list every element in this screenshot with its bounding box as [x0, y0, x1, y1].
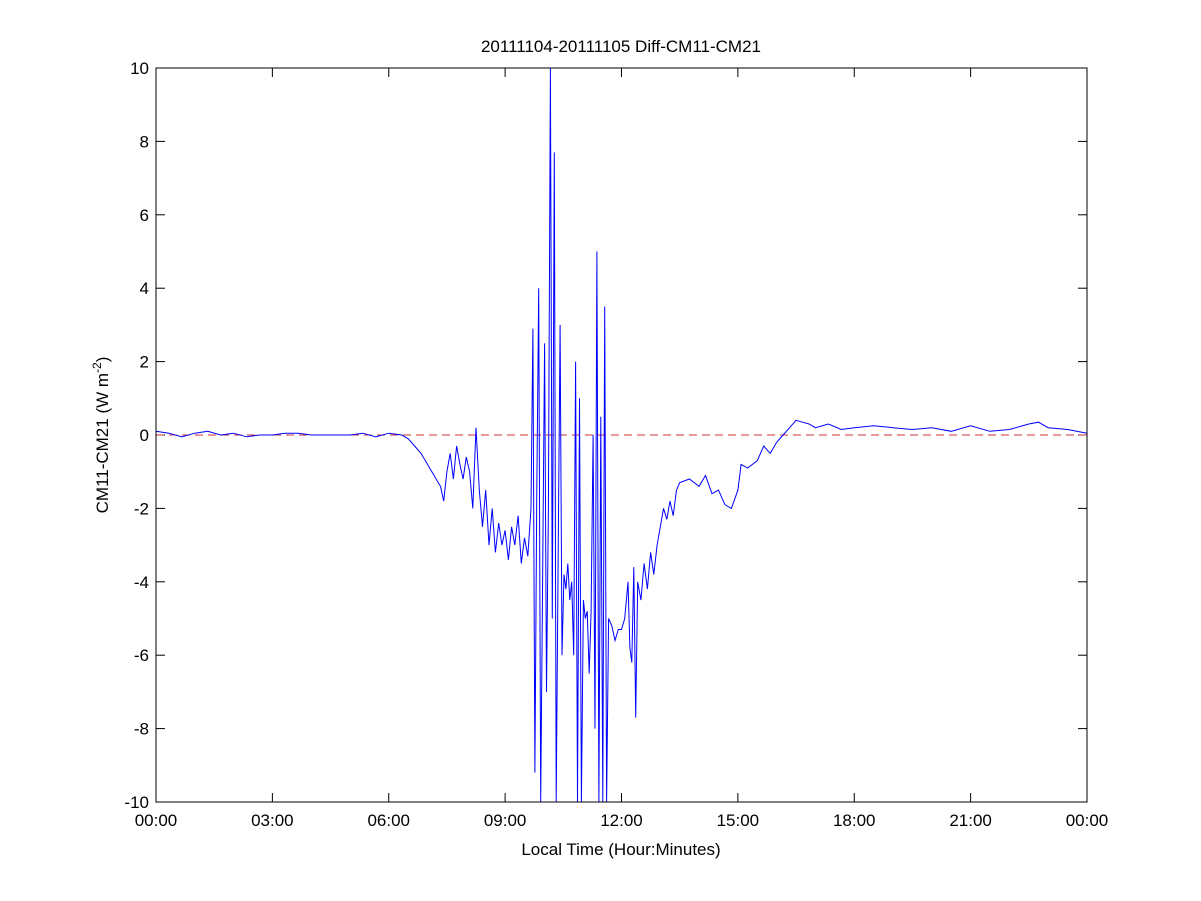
- y-tick-label: 6: [140, 206, 149, 225]
- x-tick-label: 15:00: [717, 811, 760, 830]
- y-tick-label: 8: [140, 132, 149, 151]
- y-tick-label: 10: [130, 59, 149, 78]
- x-tick-label: 03:00: [251, 811, 294, 830]
- y-axis-label-end: ): [93, 357, 112, 363]
- y-tick-label: -10: [124, 793, 149, 812]
- y-axis-label-main: CM11-CM21 (W m: [93, 373, 112, 513]
- y-tick-label: -6: [134, 646, 149, 665]
- x-tick-label: 00:00: [1066, 811, 1109, 830]
- plot-frame: [155, 67, 1088, 803]
- x-tick-label: 21:00: [949, 811, 992, 830]
- y-axis-label: CM11-CM21 (W m-2): [90, 357, 112, 514]
- axis-ticks: 00:00 03:00 06:00 09:00 12:00 15:00 18:00 21:00…: [124, 59, 1108, 830]
- x-axis-label: Local Time (Hour:Minutes): [521, 840, 720, 859]
- x-tick-label: 18:00: [833, 811, 876, 830]
- chart-title: 20111104-20111105 Diff-CM11-CM21: [481, 37, 761, 56]
- y-tick-label: -4: [134, 573, 149, 592]
- x-tick-label: 06:00: [367, 811, 410, 830]
- y-tick-label: 2: [140, 353, 149, 372]
- x-tick-label: 00:00: [135, 811, 178, 830]
- y-tick-label: 4: [140, 279, 149, 298]
- y-tick-label: -2: [134, 499, 149, 518]
- y-axis-label-superscript: -2: [90, 362, 104, 373]
- y-tick-label: -8: [134, 720, 149, 739]
- x-tick-label: 12:00: [600, 811, 643, 830]
- x-tick-label: 09:00: [484, 811, 527, 830]
- y-tick-label: 0: [140, 426, 149, 445]
